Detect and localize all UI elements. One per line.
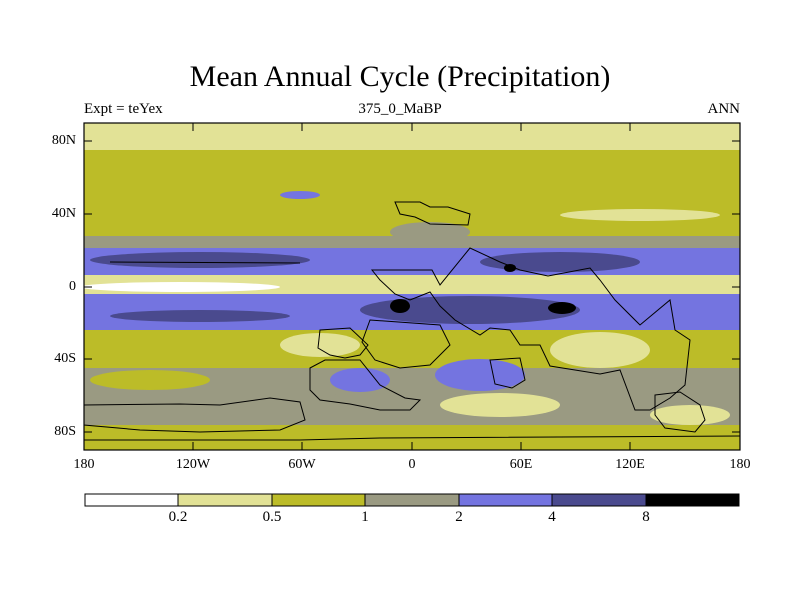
axis-ticks: [84, 123, 740, 450]
experiment-label: Expt = teYex: [84, 101, 163, 117]
y-tick-label: 40S: [54, 351, 76, 366]
coastlines: [83, 201, 741, 441]
colorbar-label: 2: [455, 509, 463, 525]
x-tick-label: 120W: [175, 457, 211, 472]
period-label: 375_0_MaBP: [358, 101, 442, 117]
y-tick-label: 40N: [51, 206, 76, 221]
y-tick-label: 80S: [54, 424, 76, 439]
colorbar-label: 0.5: [262, 509, 282, 525]
x-tick-label: 120E: [615, 457, 645, 472]
map-title: Mean Annual Cycle (Precipitation): [189, 60, 611, 93]
colorbar-label: 1: [361, 509, 369, 525]
x-tick-label: 60E: [509, 457, 533, 472]
colorbar-bin-3: [272, 494, 365, 506]
colorbar-label: 8: [642, 509, 650, 525]
colorbar-label: 0.2: [168, 509, 188, 525]
colorbar-bin-2: [178, 494, 272, 506]
x-tick-label: 180: [729, 457, 751, 472]
season-label: ANN: [707, 101, 741, 117]
colorbar: [84, 493, 740, 507]
x-tick-label: 60W: [288, 457, 316, 472]
x-tick-label: 0: [408, 457, 416, 472]
colorbar-label: 4: [548, 509, 556, 525]
y-tick-label: 0: [69, 279, 76, 294]
colorbar-bin-1: [85, 494, 178, 506]
precipitation-field: [84, 123, 740, 450]
colorbar-bin-6: [552, 494, 646, 506]
x-tick-label: 180: [73, 457, 95, 472]
colorbar-bin-4: [365, 494, 459, 506]
y-tick-label: 80N: [51, 133, 76, 148]
colorbar-bin-7: [646, 494, 739, 506]
colorbar-bin-5: [459, 494, 552, 506]
